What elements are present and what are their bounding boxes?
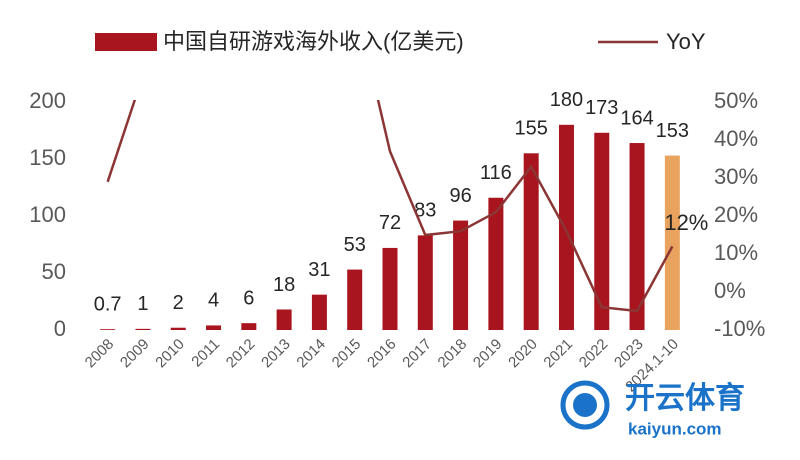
bar-label: 1 [137,293,148,315]
legend-swatch [95,33,157,51]
bar [453,220,469,330]
logo-ball [573,393,597,417]
x-tick-label: 2009 [117,336,153,372]
x-tick-label: 2014 [293,336,329,372]
y-tick-label: 200 [29,88,66,113]
bar [629,143,645,330]
bar [523,153,539,330]
bar-label: 153 [656,120,689,142]
bar [135,328,151,330]
watermark-url: kaiyun.com [628,419,722,438]
bar [100,329,116,330]
y-tick-label: 0 [54,316,66,341]
watermark: 开云体育 kaiyun.com [560,380,745,438]
y2-tick-label: 10% [714,240,758,265]
bar [206,325,222,330]
bar-label: 173 [585,97,618,119]
bar [594,132,610,330]
x-tick-label: 2022 [576,336,612,372]
bar-label: 6 [243,287,254,309]
logo-ring [560,380,610,430]
bar [276,309,292,330]
bar-label: 180 [550,89,583,111]
bar [347,269,363,330]
x-tick-label: 2011 [188,336,223,371]
bar-label: 96 [449,185,471,207]
bar-label: 2 [173,292,184,314]
y2-tick-label: 20% [714,202,758,227]
x-tick-label: 2021 [540,336,576,372]
bar-label: 31 [308,259,330,281]
bar [170,327,186,330]
y-tick-label: 100 [29,202,66,227]
x-tick-label: 2015 [329,336,365,372]
bar [241,323,257,330]
bar [382,247,398,330]
bar-label: 83 [414,200,436,222]
bar-label: 53 [344,234,366,256]
x-tick-label: 2018 [435,336,471,372]
bar [311,294,327,330]
x-tick-label: 2020 [505,336,541,372]
x-tick-label: 2013 [258,336,294,372]
bar-label: 164 [620,107,653,129]
yoy-line [106,100,674,313]
x-tick-label: 2008 [82,336,118,372]
y-tick-label: 50 [42,259,66,284]
bar-label: 155 [514,118,547,140]
y2-tick-label: 30% [714,164,758,189]
x-tick-label: 2012 [223,336,259,372]
line-label: 12% [664,210,708,235]
y2-tick-label: 40% [714,126,758,151]
y2-tick-label: 0% [714,278,746,303]
legend-label: YoY [666,29,706,54]
legend-label: 中国自研游戏海外收入(亿美元) [163,29,464,54]
bar [488,197,504,330]
bar [417,235,433,330]
x-tick-label: 2017 [399,336,435,372]
bar-label: 4 [208,290,219,312]
bar [558,124,574,330]
bar [664,155,680,330]
bar-label: 0.7 [94,293,122,315]
x-tick-label: 2019 [470,336,506,372]
bar-label: 116 [480,162,512,184]
y-tick-label: 150 [29,145,66,170]
bar-label: 72 [379,212,401,234]
x-tick-label: 2016 [364,336,400,372]
x-tick-label: 2010 [152,336,188,372]
watermark-brand: 开云体育 [625,381,745,415]
y2-tick-label: 50% [714,88,758,113]
y2-tick-label: -10% [714,316,765,341]
bar-label: 18 [273,274,295,296]
